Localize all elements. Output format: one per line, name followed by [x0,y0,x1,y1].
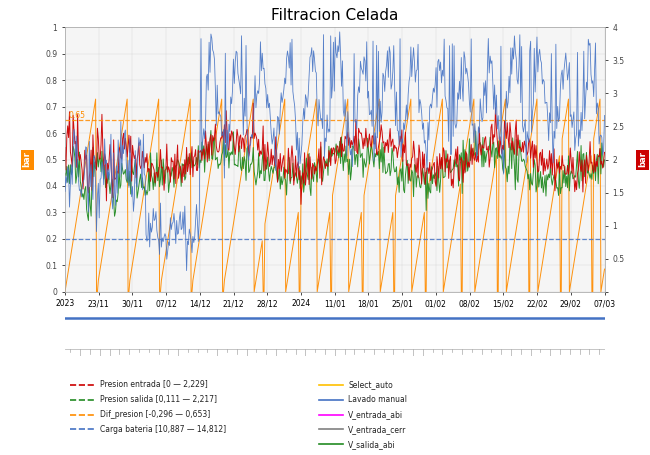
Text: V_entrada_abi: V_entrada_abi [348,410,404,419]
Text: Presion entrada [0 — 2,229]: Presion entrada [0 — 2,229] [100,380,208,389]
Text: V_salida_abi: V_salida_abi [348,440,396,449]
Text: bar: bar [638,152,647,167]
Text: Presion salida [0,111 — 2,217]: Presion salida [0,111 — 2,217] [100,395,217,404]
Title: Filtracion Celada: Filtracion Celada [271,8,398,23]
Text: Select_auto: Select_auto [348,380,393,389]
Text: Lavado manual: Lavado manual [348,395,408,404]
Text: V_entrada_cerr: V_entrada_cerr [348,425,407,434]
Text: Carga bateria [10,887 — 14,812]: Carga bateria [10,887 — 14,812] [100,425,226,434]
Text: 0.65: 0.65 [68,111,85,120]
Text: Dif_presion [-0,296 — 0,653]: Dif_presion [-0,296 — 0,653] [100,410,211,419]
Text: bar: bar [23,152,32,167]
